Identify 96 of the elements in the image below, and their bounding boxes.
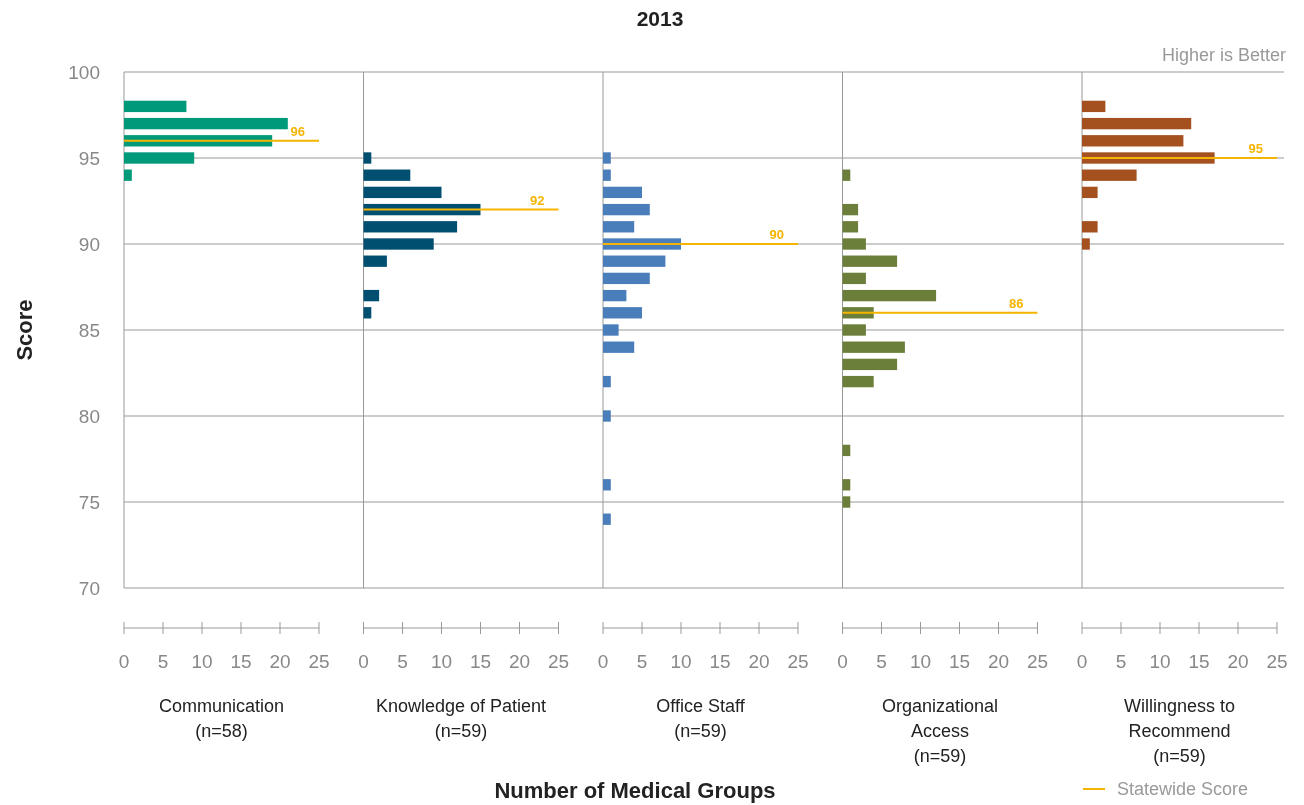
y-tick-label: 95 — [78, 147, 100, 169]
chart-title: 2013 — [636, 7, 684, 30]
bar — [1082, 169, 1137, 181]
bar — [603, 255, 666, 267]
text: Number of Medical Groups — [494, 778, 776, 803]
bar — [842, 238, 866, 250]
y-tick-label: 100 — [68, 61, 100, 83]
x-tick-label: 15 — [948, 651, 971, 672]
bar — [603, 221, 635, 233]
bar — [1082, 221, 1098, 233]
bar — [842, 272, 866, 285]
bar — [603, 479, 611, 491]
bar — [603, 186, 642, 199]
bar — [1082, 238, 1090, 250]
x-tick-label: 10 — [1149, 651, 1171, 672]
x-axis-title: Willingness to Recommend (n=59) — [1123, 696, 1236, 766]
x-tick-label: 25 — [1266, 651, 1288, 672]
x-axis-title: Communication (n=58) — [158, 696, 285, 741]
bar — [842, 255, 898, 267]
bar — [603, 152, 611, 164]
bar — [603, 203, 650, 216]
x-tick-label: 0 — [597, 651, 609, 672]
x-tick-label: 15 — [469, 651, 492, 672]
y-tick-label: 80 — [78, 405, 100, 427]
bar — [842, 341, 905, 353]
y-tick-label: 90 — [78, 233, 100, 255]
bar — [124, 117, 288, 130]
x-tick-label: 5 — [636, 651, 648, 672]
bar — [363, 238, 434, 250]
x-tick-label: 0 — [1076, 651, 1088, 672]
bar — [842, 203, 859, 216]
bar — [603, 272, 650, 285]
x-axis-title: Office Staff (n=59) — [656, 696, 746, 741]
bar — [603, 289, 627, 302]
x-tick-label: 10 — [430, 651, 453, 672]
x-tick-label: 20 — [987, 651, 1010, 672]
x-tick-label: 25 — [1026, 651, 1049, 672]
bar — [603, 341, 635, 353]
bar — [842, 289, 937, 302]
text: Higher is Better — [1161, 45, 1286, 65]
x-axis-title: Knowledge of Patient (n=59) — [375, 696, 547, 741]
bar — [1082, 117, 1192, 130]
bar — [124, 100, 187, 113]
x-tick-label: 10 — [909, 651, 932, 672]
ref-line-label: 86 — [1009, 295, 1024, 311]
x-tick-label: 15 — [230, 651, 252, 672]
x-tick-label: 20 — [748, 651, 770, 672]
x-tick-label: 10 — [191, 651, 213, 672]
bar — [842, 358, 898, 371]
y-tick-label: 75 — [78, 491, 100, 513]
bar — [363, 221, 458, 233]
ref-line-label: 95 — [1248, 141, 1263, 156]
bar — [124, 169, 132, 181]
ref-line-label: 92 — [530, 192, 545, 208]
x-tick-label: 0 — [118, 651, 130, 672]
bar — [842, 324, 866, 336]
bar — [842, 375, 874, 388]
bar — [603, 324, 619, 336]
x-tick-label: 25 — [308, 651, 330, 672]
x-tick-label: 10 — [670, 651, 692, 672]
bar — [1082, 100, 1106, 113]
bar — [1082, 135, 1184, 147]
y-axis-title: Score — [12, 299, 37, 361]
bar — [603, 410, 611, 422]
ref-line-label: 96 — [290, 123, 305, 139]
bar — [363, 255, 387, 267]
x-tick-label: 25 — [547, 651, 570, 672]
y-tick-label: 85 — [78, 319, 100, 341]
x-tick-label: 0 — [358, 651, 369, 672]
x-tick-label: 5 — [397, 651, 408, 672]
bar — [1082, 186, 1098, 199]
bar — [603, 513, 611, 525]
x-axis-title: Organizational Access (n=59) — [881, 696, 999, 766]
x-tick-label: 15 — [709, 651, 731, 672]
x-tick-label: 20 — [508, 651, 531, 672]
x-tick-label: 0 — [837, 651, 848, 672]
bar — [363, 169, 411, 181]
y-tick-label: 70 — [78, 577, 100, 599]
x-tick-label: 5 — [1115, 651, 1127, 672]
ref-line-label: 90 — [769, 227, 784, 242]
bar — [363, 289, 380, 302]
text: Statewide Score — [1117, 779, 1249, 799]
x-tick-label: 5 — [876, 651, 887, 672]
x-tick-label: 20 — [269, 651, 291, 672]
bar — [603, 307, 642, 319]
bar — [603, 169, 611, 181]
bar — [842, 496, 851, 508]
bar — [124, 152, 195, 164]
x-tick-label: 20 — [1227, 651, 1249, 672]
bar — [603, 375, 611, 388]
x-tick-label: 5 — [157, 651, 169, 672]
bar — [363, 152, 372, 164]
bar — [842, 221, 859, 233]
bar — [363, 186, 442, 199]
x-tick-label: 25 — [787, 651, 809, 672]
x-tick-label: 15 — [1188, 651, 1210, 672]
